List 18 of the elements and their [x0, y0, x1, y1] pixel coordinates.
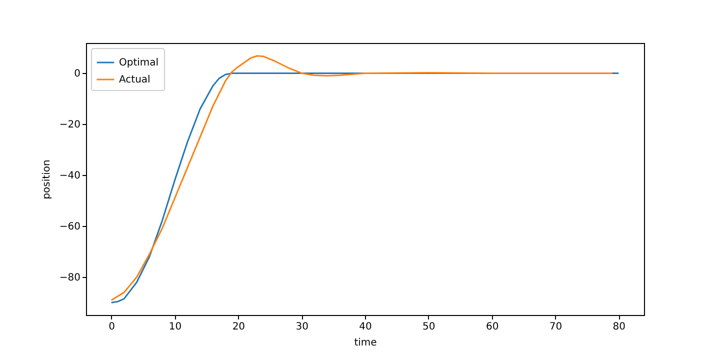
x-tick-label: 0	[108, 322, 116, 332]
y-tick-label: −20	[59, 120, 80, 131]
y-tick-label: −40	[59, 170, 80, 182]
x-tick-label: 10	[168, 322, 182, 332]
x-tick-label: 30	[296, 322, 308, 332]
x-tick-label: 60	[486, 322, 499, 332]
y-tick-label: −60	[59, 222, 80, 233]
x-tick-label: 20	[232, 322, 246, 332]
legend-label: Optimal	[119, 58, 159, 68]
x-tick-label: 40	[359, 322, 372, 332]
legend-label: Actual	[119, 74, 150, 86]
y-tick-label: −80	[59, 272, 80, 284]
x-tick-label: 70	[549, 322, 562, 332]
x-tick-label: 50	[422, 322, 436, 332]
x-axis-title: time	[354, 338, 377, 348]
x-tick-label: 80	[612, 322, 626, 332]
y-axis-title: position	[41, 160, 52, 200]
y-tick-label: 0	[74, 68, 80, 80]
